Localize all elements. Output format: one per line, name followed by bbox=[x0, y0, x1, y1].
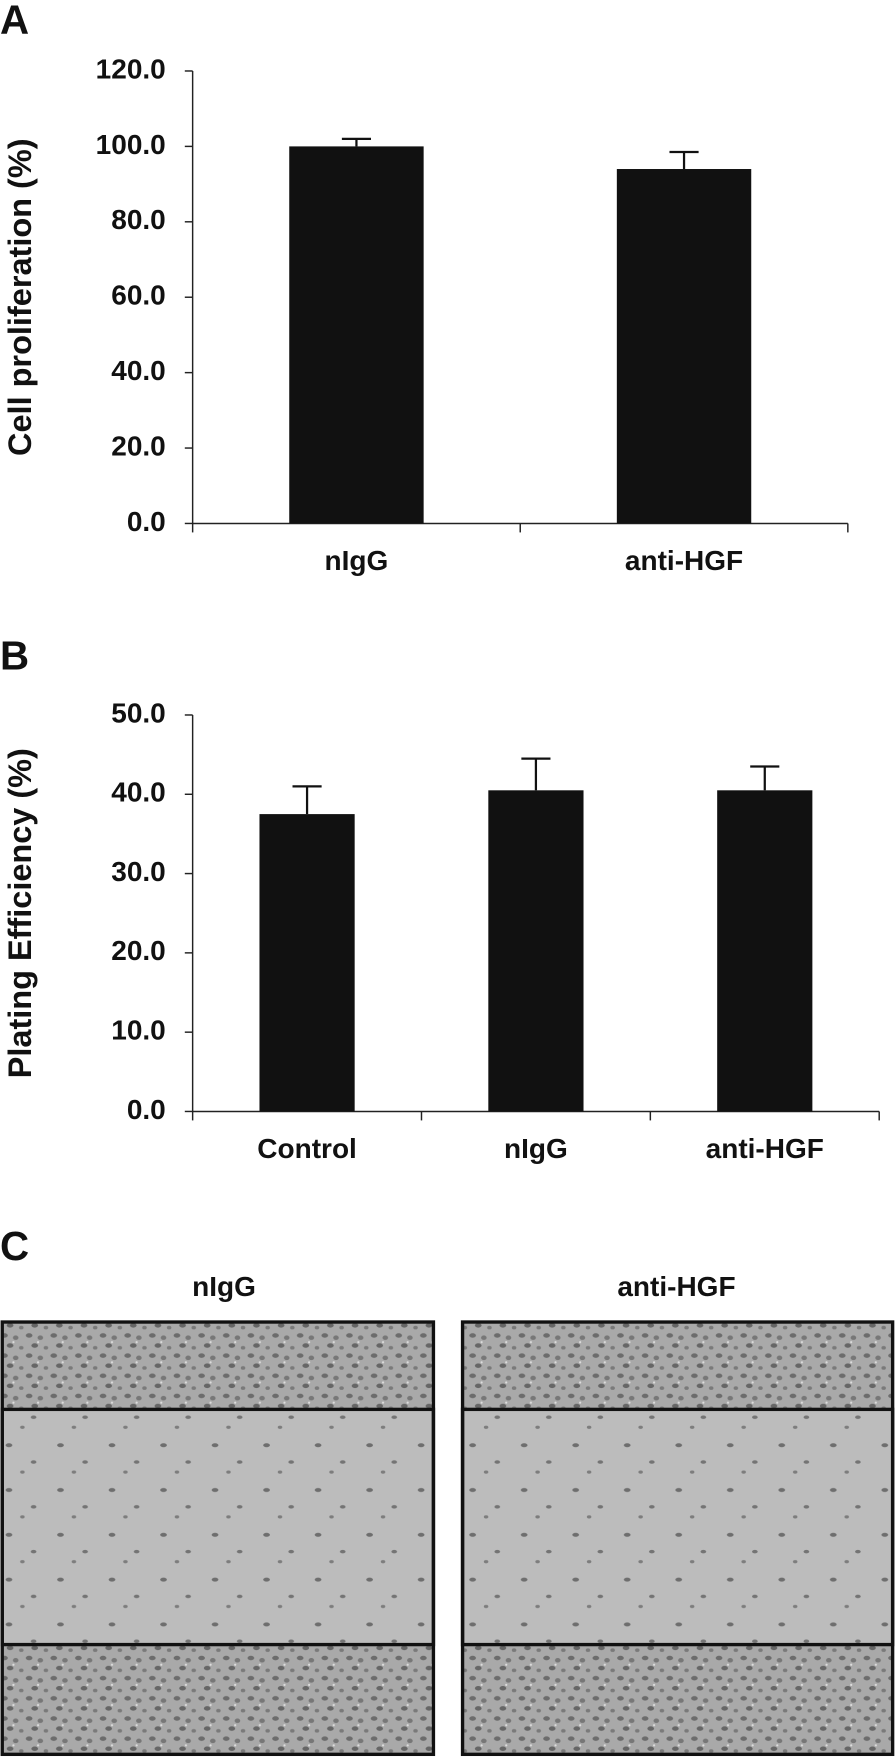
y-tick-label: 80.0 bbox=[111, 204, 166, 235]
y-tick-label: 40.0 bbox=[111, 355, 166, 386]
y-tick-label: 40.0 bbox=[111, 777, 166, 808]
panel-label: A bbox=[0, 0, 29, 42]
x-tick-label: nIgG bbox=[325, 545, 389, 576]
micrograph bbox=[0, 1320, 436, 1757]
panel-label: C bbox=[0, 1223, 29, 1269]
y-tick-label: 10.0 bbox=[111, 1015, 166, 1046]
y-tick-label: 100.0 bbox=[96, 129, 166, 160]
bar bbox=[488, 790, 584, 1112]
y-tick-label: 20.0 bbox=[111, 430, 166, 461]
y-tick-label: 50.0 bbox=[111, 697, 166, 728]
bar bbox=[259, 814, 355, 1112]
y-tick-label: 0.0 bbox=[127, 506, 166, 537]
x-tick-label: anti-HGF bbox=[706, 1133, 824, 1164]
y-axis-title: Cell proliferation (%) bbox=[2, 138, 38, 456]
x-tick-label: Control bbox=[257, 1133, 357, 1164]
bar bbox=[289, 146, 424, 524]
image-title: anti-HGF bbox=[617, 1271, 735, 1302]
image-title: nIgG bbox=[192, 1271, 256, 1302]
panel-label: B bbox=[0, 633, 29, 679]
x-tick-label: nIgG bbox=[504, 1133, 568, 1164]
y-tick-label: 0.0 bbox=[127, 1094, 166, 1125]
y-tick-label: 120.0 bbox=[96, 53, 166, 84]
x-tick-label: anti-HGF bbox=[625, 545, 743, 576]
bar bbox=[616, 169, 752, 524]
bar bbox=[717, 790, 813, 1112]
y-tick-label: 60.0 bbox=[111, 280, 166, 311]
y-tick-label: 20.0 bbox=[111, 935, 166, 966]
y-axis-title: Plating Efficiency (%) bbox=[2, 748, 38, 1078]
y-tick-label: 30.0 bbox=[111, 856, 166, 887]
micrograph bbox=[460, 1320, 895, 1757]
